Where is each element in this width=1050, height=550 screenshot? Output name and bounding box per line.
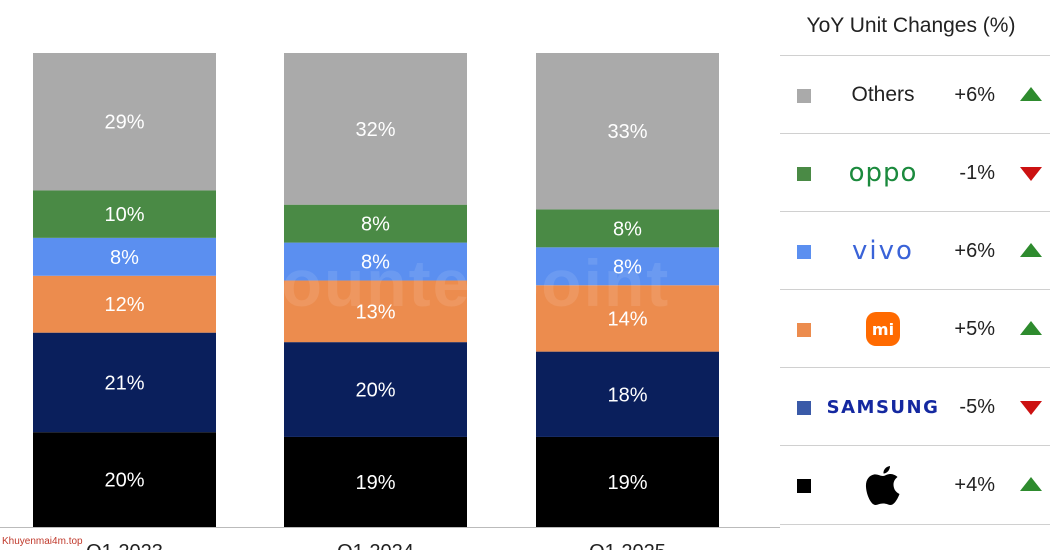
- x-tick-label: Q1 2023: [86, 541, 163, 550]
- bar-segment-others: [536, 53, 719, 210]
- legend-row-samsung: SAMSUNG -5%: [780, 367, 1050, 446]
- data-label: 20%: [104, 470, 144, 492]
- bar-segment-samsung: [33, 332, 216, 433]
- data-label: 20%: [355, 380, 395, 402]
- data-label: 8%: [361, 252, 390, 274]
- vivo-logo: vivo: [828, 212, 938, 290]
- yoy-change-value: +6%: [954, 239, 995, 262]
- up-arrow-icon: [1020, 87, 1042, 101]
- bar-segment-others: [284, 53, 467, 205]
- up-arrow-icon: [1020, 321, 1042, 335]
- apple-logo-icon: [828, 446, 938, 524]
- xiaomi-logo-text: mi: [866, 312, 900, 346]
- bar-segment-oppo: [284, 204, 467, 243]
- x-tick-label: Q1 2024: [337, 541, 414, 550]
- site-watermark: Khuyenmai4m.top: [0, 536, 85, 547]
- data-label: 8%: [613, 256, 642, 278]
- data-label: 14%: [607, 308, 647, 330]
- legend-swatch: [797, 401, 811, 415]
- legend-row-oppo: oppo -1%: [780, 133, 1050, 212]
- data-label: 8%: [110, 247, 139, 269]
- legend-row-vivo: vivo +6%: [780, 211, 1050, 290]
- data-label: 12%: [104, 294, 144, 316]
- bar-segment-vivo: [33, 237, 216, 276]
- bar-segment-samsung: [536, 351, 719, 437]
- vivo-logo-text: vivo: [852, 236, 914, 266]
- data-label: 8%: [613, 218, 642, 240]
- bar-segment-oppo: [536, 209, 719, 248]
- bar-segment-vivo: [284, 242, 467, 281]
- up-arrow-icon: [1020, 477, 1042, 491]
- legend-swatch: [797, 323, 811, 337]
- bar-segment-apple: [536, 436, 719, 527]
- bar-segment-xiaomi: [33, 275, 216, 333]
- data-label: 19%: [355, 472, 395, 494]
- apple-icon: [865, 466, 900, 505]
- yoy-change-value: -1%: [959, 161, 995, 184]
- yoy-change-value: -5%: [959, 395, 995, 418]
- oppo-logo-text: oppo: [848, 158, 918, 188]
- others-brand-label: Others: [828, 56, 938, 134]
- up-arrow-icon: [1020, 243, 1042, 257]
- down-arrow-icon: [1020, 167, 1042, 181]
- stacked-bar-chart: 20% 21% 12% 8% 10% 29% Q1 2023 19% 20% 13% 8% 8% 32%…: [0, 53, 780, 550]
- legend-swatch: [797, 245, 811, 259]
- legend-title: YoY Unit Changes (%): [806, 14, 1016, 37]
- yoy-change-value: +5%: [954, 317, 995, 340]
- legend-swatch: [797, 167, 811, 181]
- data-label: 10%: [104, 204, 144, 226]
- x-tick-label: Q1 2025: [589, 541, 666, 550]
- data-label: 32%: [355, 119, 395, 141]
- data-label: 21%: [104, 372, 144, 394]
- yoy-change-value: +6%: [954, 83, 995, 106]
- legend-row-xiaomi: mi +5%: [780, 289, 1050, 368]
- legend-row-apple: +4%: [780, 445, 1050, 525]
- data-label: 18%: [607, 384, 647, 406]
- bar-segment-xiaomi: [536, 285, 719, 352]
- bar-segment-samsung: [284, 342, 467, 437]
- data-label: 29%: [104, 112, 144, 134]
- data-label: 8%: [361, 214, 390, 236]
- bar-segment-apple: [284, 436, 467, 527]
- down-arrow-icon: [1020, 401, 1042, 415]
- data-label: 19%: [607, 472, 647, 494]
- bar-segment-vivo: [536, 247, 719, 286]
- legend-swatch: [797, 479, 811, 493]
- bar-segment-oppo: [33, 190, 216, 238]
- bar-segment-others: [33, 53, 216, 191]
- xiaomi-logo: mi: [828, 290, 938, 368]
- samsung-logo: SAMSUNG: [826, 368, 940, 446]
- legend-swatch: [797, 89, 811, 103]
- bar-segment-apple: [33, 432, 216, 527]
- bar-segment-xiaomi: [284, 280, 467, 343]
- data-label: 33%: [607, 121, 647, 143]
- legend-row-others: Others +6%: [780, 55, 1050, 134]
- data-label: 13%: [355, 301, 395, 323]
- oppo-logo: oppo: [828, 134, 938, 212]
- others-text: Others: [851, 83, 915, 106]
- samsung-logo-text: SAMSUNG: [826, 396, 940, 418]
- yoy-change-value: +4%: [954, 473, 995, 496]
